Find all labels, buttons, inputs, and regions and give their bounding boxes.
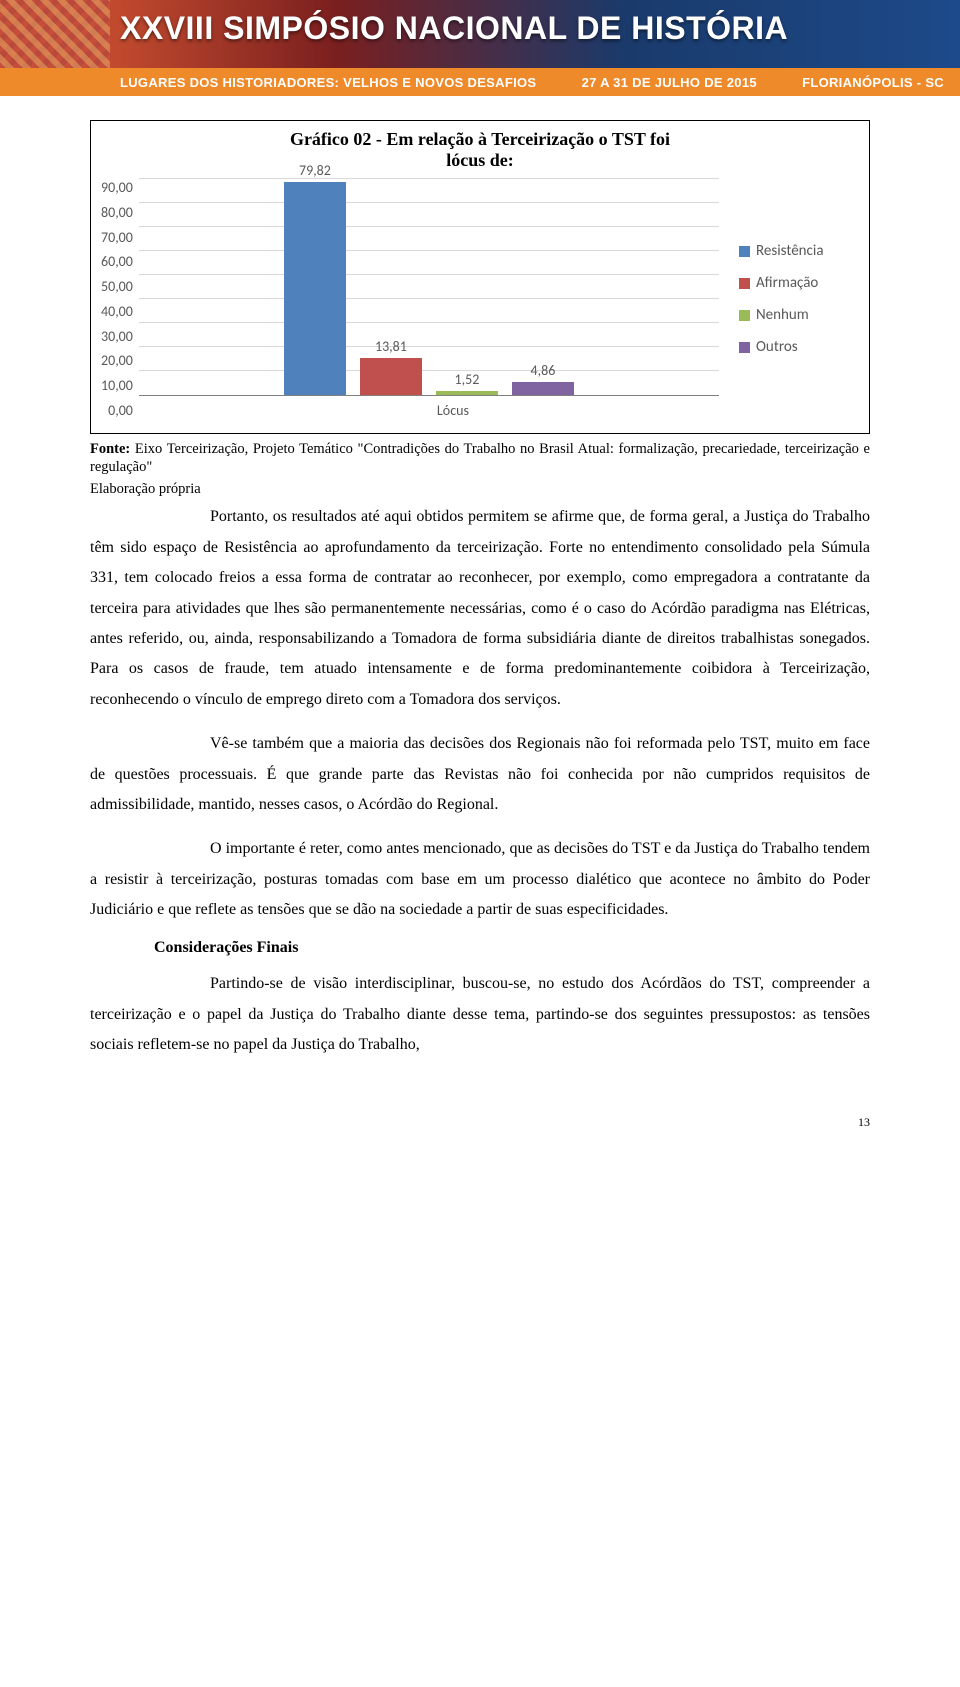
bar-value-label: 79,82 (299, 162, 331, 179)
legend-item: Resistência (739, 242, 859, 260)
paragraph-4: Partindo-se de visão interdisciplinar, b… (90, 969, 870, 1060)
legend-label: Resistência (756, 242, 824, 260)
y-tick: 60,00 (101, 253, 133, 270)
bar (436, 391, 498, 395)
legend-item: Nenhum (739, 306, 859, 324)
banner-title-wrap: XXVIII SIMPÓSIO NACIONAL DE HISTÓRIA (120, 10, 940, 47)
legend-label: Outros (756, 338, 798, 356)
bar (512, 382, 574, 395)
x-axis-label: Lócus (187, 396, 719, 419)
paragraph-1: Portanto, os resultados até aqui obtidos… (90, 502, 870, 715)
y-tick: 20,00 (101, 352, 133, 369)
bar (360, 358, 422, 395)
y-tick: 30,00 (101, 328, 133, 345)
y-tick: 40,00 (101, 303, 133, 320)
bar-value-label: 1,52 (455, 371, 480, 388)
page-number: 13 (0, 1115, 960, 1144)
legend-swatch (739, 310, 750, 321)
chart-source: Fonte: Eixo Terceirização, Projeto Temát… (90, 440, 870, 476)
bar-wrap: 79,82 (284, 182, 346, 395)
y-tick: 90,00 (101, 179, 133, 196)
event-banner: XXVIII SIMPÓSIO NACIONAL DE HISTÓRIA LUG… (0, 0, 960, 96)
y-tick: 50,00 (101, 278, 133, 295)
paragraph-2: Vê-se também que a maioria das decisões … (90, 729, 870, 820)
chart-legend: Resistência Afirmação Nenhum Outros (719, 179, 859, 419)
bar-value-label: 4,86 (531, 362, 556, 379)
legend-swatch (739, 246, 750, 257)
bar-wrap: 4,86 (512, 382, 574, 395)
bar-value-label: 13,81 (375, 338, 407, 355)
y-tick: 0,00 (108, 402, 133, 419)
legend-swatch (739, 342, 750, 353)
y-tick: 10,00 (101, 377, 133, 394)
legend-label: Afirmação (756, 274, 818, 292)
chart-source-line2: Elaboração própria (90, 480, 870, 498)
bar-wrap: 1,52 (436, 391, 498, 395)
chart-plot: 90,00 80,00 70,00 60,00 50,00 40,00 30,00 20,00… (101, 179, 719, 419)
legend-label: Nenhum (756, 306, 809, 324)
chart-container: Gráfico 02 - Em relação à Terceirização … (90, 120, 870, 434)
bars-group: 79,82 13,81 1,52 4,86 (139, 179, 719, 395)
y-tick: 70,00 (101, 229, 133, 246)
bar-wrap: 13,81 (360, 358, 422, 395)
page-content: Gráfico 02 - Em relação à Terceirização … (0, 96, 960, 1115)
legend-swatch (739, 278, 750, 289)
legend-item: Afirmação (739, 274, 859, 292)
section-heading: Considerações Finais (154, 939, 870, 957)
y-axis: 90,00 80,00 70,00 60,00 50,00 40,00 30,00 20,00… (101, 179, 139, 419)
plot-area: 79,82 13,81 1,52 4,86 (139, 179, 719, 396)
banner-title: XXVIII SIMPÓSIO NACIONAL DE HISTÓRIA (120, 10, 940, 47)
chart-title-row: Gráfico 02 - Em relação à Terceirização … (91, 121, 869, 173)
banner-subtitle-right: FLORIANÓPOLIS - SC (802, 75, 944, 90)
chart-body: 90,00 80,00 70,00 60,00 50,00 40,00 30,00 20,00… (91, 173, 869, 433)
banner-subtitle-left: LUGARES DOS HISTORIADORES: VELHOS E NOVO… (120, 75, 536, 90)
chart-title-line2: lócus de: (101, 150, 859, 171)
bar (284, 182, 346, 395)
banner-strip: LUGARES DOS HISTORIADORES: VELHOS E NOVO… (0, 68, 960, 96)
chart-title-line1: Gráfico 02 - Em relação à Terceirização … (101, 129, 859, 150)
y-tick: 80,00 (101, 204, 133, 221)
source-text: Eixo Terceirização, Projeto Temático "Co… (90, 441, 870, 475)
paragraph-3: O importante é reter, como antes mencion… (90, 834, 870, 925)
legend-item: Outros (739, 338, 859, 356)
banner-subtitle-mid: 27 A 31 DE JULHO DE 2015 (582, 75, 757, 90)
source-label: Fonte: (90, 441, 130, 457)
